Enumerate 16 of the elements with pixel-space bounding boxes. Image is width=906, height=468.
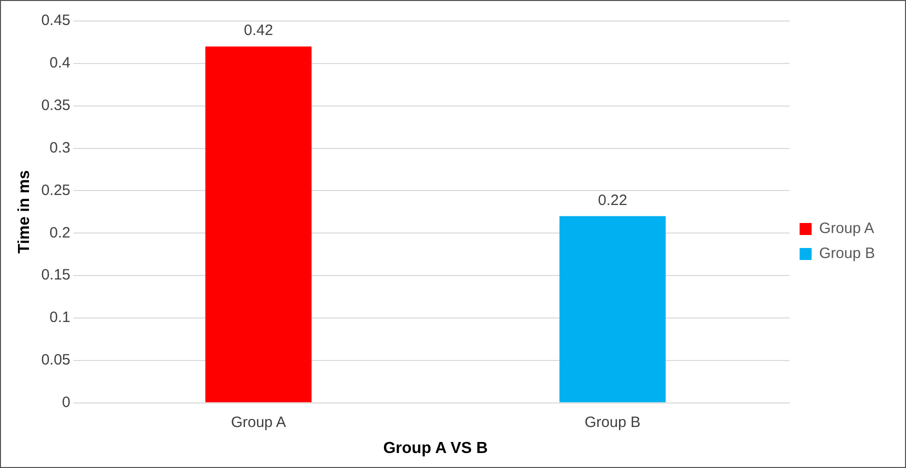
y-tick-label: 0.15 bbox=[41, 266, 70, 284]
legend-label: Group A bbox=[819, 220, 874, 238]
y-tick-label: 0.45 bbox=[41, 12, 70, 30]
y-tick-label: 0.1 bbox=[50, 309, 70, 326]
y-tick-label: 0.3 bbox=[50, 139, 70, 156]
y-axis-title: Time in ms bbox=[16, 170, 34, 254]
y-tick-label: 0.05 bbox=[41, 352, 70, 369]
data-label: 0.22 bbox=[598, 192, 628, 209]
y-tick-label: 0 bbox=[62, 394, 70, 411]
x-axis-title: Group A VS B bbox=[383, 440, 488, 457]
y-tick-label: 0.4 bbox=[50, 54, 70, 72]
y-tick-label: 0.2 bbox=[50, 224, 70, 242]
legend-label: Group B bbox=[819, 245, 876, 262]
data-label: 0.42 bbox=[244, 22, 274, 40]
y-tick-label: 0.25 bbox=[41, 182, 70, 199]
y-tick-label: 0.35 bbox=[41, 96, 70, 114]
